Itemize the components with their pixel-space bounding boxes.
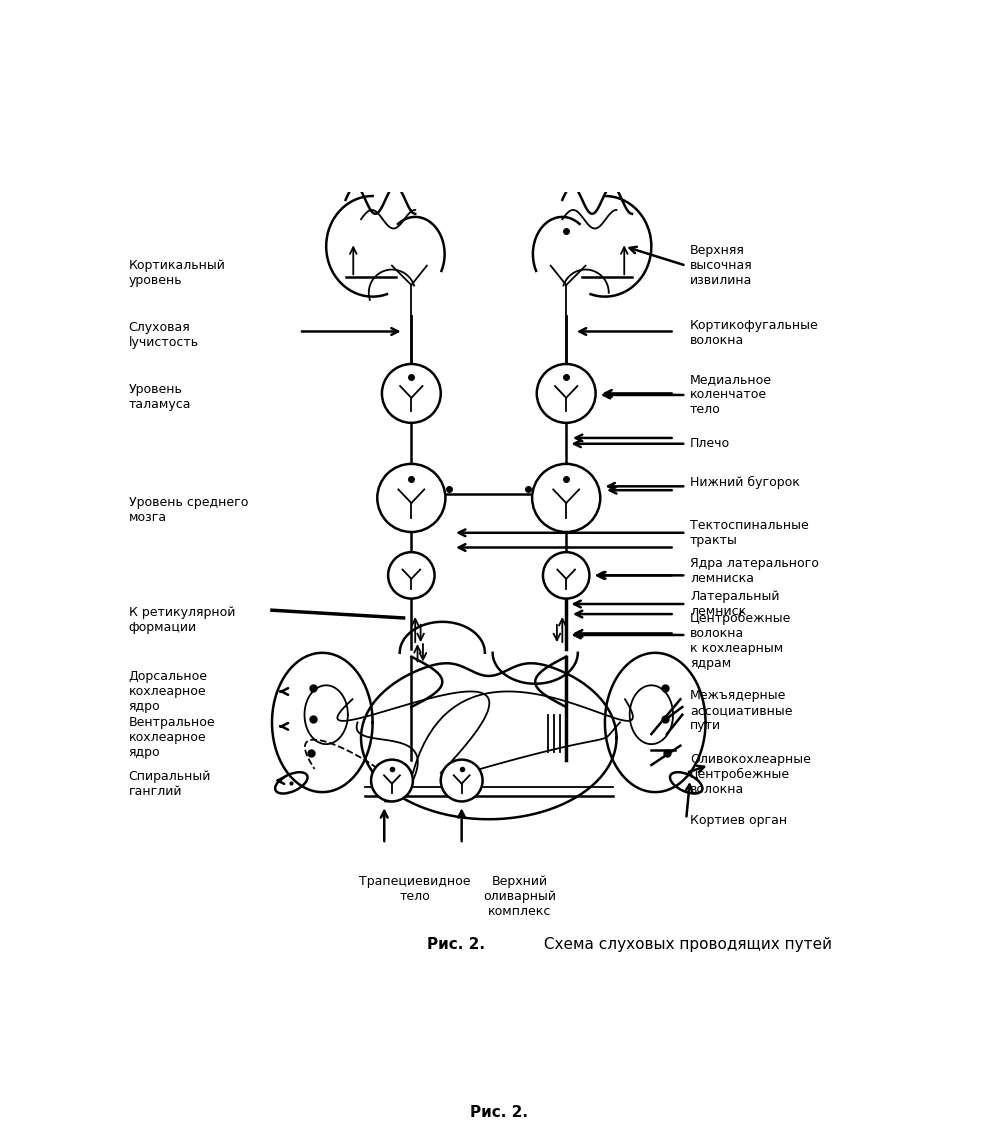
Circle shape <box>532 463 600 532</box>
Text: Слуховая
lучистость: Слуховая lучистость <box>129 321 199 350</box>
Circle shape <box>543 552 589 599</box>
Circle shape <box>388 552 435 599</box>
Text: Оливокохлеарные
центробежные
волокна: Оливокохлеарные центробежные волокна <box>690 752 811 796</box>
Circle shape <box>536 364 595 423</box>
Text: Рис. 2.: Рис. 2. <box>427 937 485 952</box>
Text: Нижний бугорок: Нижний бугорок <box>690 476 800 489</box>
Text: Плечо: Плечо <box>690 437 730 451</box>
Text: Верхняя
высочная
извилина: Верхняя высочная извилина <box>690 244 753 287</box>
Text: Трапециевидное
тело: Трапециевидное тело <box>360 875 471 903</box>
Text: Кортикальный
уровень: Кортикальный уровень <box>129 259 226 288</box>
Text: Схема слуховых проводящих путей: Схема слуховых проводящих путей <box>539 937 832 952</box>
Text: Межъядерные
ассоциативные
пути: Межъядерные ассоциативные пути <box>690 689 792 732</box>
Circle shape <box>378 463 446 532</box>
Text: Центробежные
волокна
к кохлеарным
ядрам: Центробежные волокна к кохлеарным ядрам <box>690 612 791 670</box>
Text: Уровень среднего
мозга: Уровень среднего мозга <box>129 496 248 523</box>
Text: Медиальное
коленчатое
тело: Медиальное коленчатое тело <box>690 374 772 416</box>
Circle shape <box>371 759 413 802</box>
Text: Ядра латерального
лемниска: Ядра латерального лемниска <box>690 557 819 585</box>
Text: Спиральный
ганглий: Спиральный ганглий <box>129 771 211 798</box>
Text: Тектоспинальные
тракты: Тектоспинальные тракты <box>690 518 809 547</box>
Text: Кортикофугальные
волокна: Кортикофугальные волокна <box>690 319 819 348</box>
Text: Кортиев орган: Кортиев орган <box>690 814 787 827</box>
Text: Уровень
таламуса: Уровень таламуса <box>129 383 191 412</box>
Text: Дорсальное
кохлеарное
ядро: Дорсальное кохлеарное ядро <box>129 670 208 713</box>
Text: К ретикулярной
формации: К ретикулярной формации <box>129 607 235 634</box>
Circle shape <box>441 759 483 802</box>
Text: Латеральный
лемниск: Латеральный лемниск <box>690 590 779 618</box>
Text: Верхний
оливарный
комплекс: Верхний оливарный комплекс <box>484 875 556 918</box>
Circle shape <box>382 364 441 423</box>
Text: Рис. 2.: Рис. 2. <box>471 1105 528 1121</box>
Text: Вентральное
кохлеарное
ядро: Вентральное кохлеарное ядро <box>129 717 216 759</box>
